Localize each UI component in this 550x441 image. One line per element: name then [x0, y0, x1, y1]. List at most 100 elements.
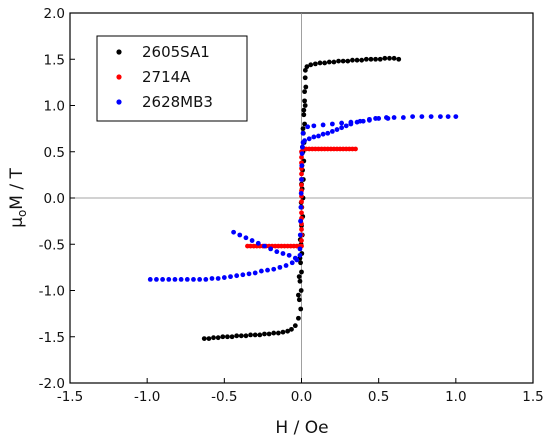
data-point: [373, 56, 378, 62]
data-point: [296, 297, 302, 303]
data-point: [257, 332, 263, 338]
y-tick-label: 0.5: [44, 145, 65, 161]
data-point: [308, 62, 314, 68]
legend-marker: [116, 74, 122, 80]
data-point: [302, 67, 308, 73]
data-point: [299, 182, 304, 188]
data-point: [296, 315, 301, 321]
data-point: [299, 269, 304, 275]
data-point: [304, 64, 310, 70]
data-point: [229, 334, 235, 340]
y-tick-label: -1.5: [39, 330, 65, 346]
data-point: [357, 118, 363, 124]
y-axis-title: μoM / T: [7, 168, 29, 228]
legend-marker: [116, 49, 122, 55]
y-tick-label: -2.0: [39, 376, 65, 392]
data-point: [262, 243, 267, 249]
data-point: [334, 127, 340, 132]
data-point: [320, 131, 326, 137]
y-tick-label: -1.0: [39, 284, 65, 300]
x-tick-label: -1.0: [134, 389, 160, 405]
data-point: [147, 277, 153, 282]
x-tick-label: 0.0: [291, 389, 312, 405]
data-point: [246, 271, 252, 277]
data-point: [302, 138, 307, 144]
data-point: [238, 333, 244, 339]
data-point: [298, 288, 304, 293]
data-point: [166, 277, 172, 282]
data-point: [301, 107, 307, 113]
data-point: [317, 60, 323, 66]
data-point: [297, 252, 303, 258]
data-point: [201, 336, 207, 341]
x-tick-label: 0.5: [368, 389, 389, 405]
data-point: [286, 252, 292, 258]
data-point: [298, 306, 304, 312]
data-point: [302, 89, 307, 95]
data-point: [391, 115, 397, 120]
data-point: [234, 273, 240, 279]
x-tick-label: -0.5: [211, 389, 237, 405]
data-point: [345, 58, 351, 64]
data-point: [385, 116, 391, 121]
y-tick-label: 0.0: [44, 191, 65, 207]
data-point: [400, 115, 406, 120]
data-point: [243, 235, 249, 241]
data-point: [377, 56, 383, 62]
y-tick-labels: -2.0 -1.5 -1.0 -0.5 0.0 0.5 1.0 1.5 2.0: [39, 6, 65, 392]
data-point: [311, 134, 317, 140]
data-point: [445, 114, 451, 119]
data-point: [343, 123, 349, 129]
data-point: [255, 240, 261, 246]
data-point: [348, 119, 354, 125]
series-layer: [147, 55, 459, 341]
data-point: [191, 277, 196, 282]
data-point: [234, 333, 240, 339]
data-point: [206, 336, 212, 341]
legend-label: 2605SA1: [142, 43, 210, 61]
x-tick-label: -1.5: [57, 389, 83, 405]
data-point: [299, 210, 304, 216]
data-point: [382, 55, 388, 61]
data-point: [350, 57, 355, 63]
data-point: [302, 121, 307, 127]
data-point: [396, 56, 402, 62]
y-tick-label: 2.0: [44, 6, 65, 22]
data-point: [320, 122, 326, 128]
legend-box: [96, 35, 248, 122]
axis-ticks: [69, 12, 534, 384]
data-point: [298, 190, 304, 196]
series-2628MB3: [147, 114, 459, 282]
data-point: [275, 330, 281, 336]
x-axis-title: H / Oe: [275, 418, 328, 438]
data-point: [268, 246, 274, 252]
data-point: [240, 272, 246, 278]
data-point: [228, 274, 233, 280]
y-tick-label: 1.5: [44, 52, 65, 68]
data-point: [438, 114, 443, 119]
data-point: [248, 332, 253, 338]
data-point: [266, 331, 272, 337]
data-point: [359, 57, 365, 63]
data-point: [283, 263, 289, 268]
data-point: [231, 229, 236, 235]
data-point: [339, 125, 345, 131]
data-point: [311, 123, 317, 129]
data-point: [298, 260, 303, 266]
data-point: [285, 328, 291, 334]
x-tick-label: 1.0: [445, 389, 466, 405]
data-point: [178, 277, 184, 282]
legend: 2605SA1 2714A 2628MB3: [96, 35, 248, 122]
data-point: [353, 146, 358, 152]
data-point: [215, 276, 221, 281]
data-point: [302, 103, 308, 108]
data-point: [221, 275, 227, 280]
y-axis-title-main: μ: [7, 217, 27, 228]
x-tick-labels: -1.5 -1.0 -0.5 0.0 0.5 1.0 1.5: [57, 389, 544, 405]
data-point: [296, 292, 301, 298]
data-point: [277, 264, 283, 270]
data-point: [297, 232, 303, 238]
data-point: [300, 126, 306, 132]
data-point: [243, 333, 249, 339]
